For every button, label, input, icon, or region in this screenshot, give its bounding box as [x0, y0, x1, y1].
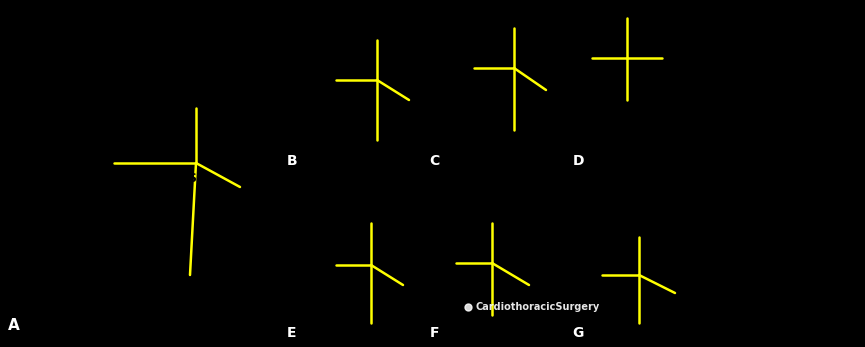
- Text: A: A: [9, 318, 20, 333]
- Text: TV: TV: [644, 100, 660, 110]
- Text: CardiothoracicSurgery: CardiothoracicSurgery: [476, 302, 600, 312]
- Text: E: E: [286, 326, 296, 340]
- Text: TV: TV: [309, 113, 325, 123]
- Text: SB: SB: [187, 171, 205, 185]
- Text: B: B: [286, 154, 298, 168]
- Text: TrV: TrV: [452, 230, 472, 240]
- Text: AO: AO: [105, 111, 125, 125]
- Text: C: C: [430, 154, 439, 168]
- Text: D: D: [573, 154, 584, 168]
- Text: TV: TV: [436, 310, 452, 320]
- Text: PV: PV: [360, 23, 376, 33]
- Text: PV: PV: [353, 202, 369, 212]
- Text: TV: TV: [309, 300, 325, 310]
- Text: AO: AO: [460, 73, 478, 83]
- Text: F: F: [430, 326, 439, 340]
- Text: AO: AO: [636, 30, 654, 40]
- Text: PV: PV: [631, 222, 647, 232]
- Text: PV: PV: [497, 13, 515, 23]
- Text: G: G: [573, 326, 584, 340]
- Text: TV: TV: [39, 202, 57, 214]
- Text: TV: TV: [471, 113, 488, 123]
